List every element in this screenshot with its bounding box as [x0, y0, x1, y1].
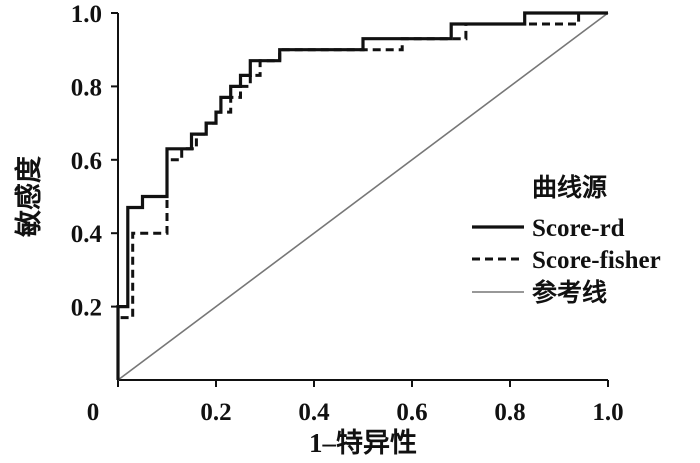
x-tick-label: 0.8	[494, 399, 525, 426]
y-axis-title: 敏感度	[13, 156, 44, 238]
x-tick-label: 0.2	[200, 399, 231, 426]
y-tick-label: 0.6	[71, 148, 102, 175]
x-tick-label: 0	[87, 399, 100, 426]
series-line-3	[117, 12, 609, 381]
series-layer	[116, 11, 609, 381]
axis-ticks: 0 0.2 0.4 0.6 0.8 1.0 0.2 0.4 0.6 0.8 1.0	[71, 1, 624, 426]
y-tick-label: 0.8	[71, 74, 102, 101]
y-tick-label: 0.4	[71, 221, 103, 248]
legend-title: 曲线源	[532, 173, 607, 202]
legend-items: Score-rd Score-fisher 参考线	[472, 215, 661, 307]
series-line-1	[116, 11, 608, 380]
legend-label: Score-rd	[532, 215, 625, 242]
y-tick-label: 1.0	[71, 1, 102, 28]
legend-label: Score-fisher	[532, 247, 661, 274]
x-tick-label: 0.4	[298, 399, 330, 426]
y-tick-label: 0.2	[71, 295, 102, 322]
x-tick-label: 0.6	[396, 399, 427, 426]
legend: 曲线源 Score-rd Score-fisher 参考线	[472, 173, 661, 307]
plot-area: 0 0.2 0.4 0.6 0.8 1.0 0.2 0.4 0.6 0.8 1.0	[71, 1, 624, 426]
x-tick-label: 1.0	[592, 399, 623, 426]
x-axis-title: 1–特异性	[309, 428, 417, 458]
legend-label: 参考线	[532, 278, 607, 307]
